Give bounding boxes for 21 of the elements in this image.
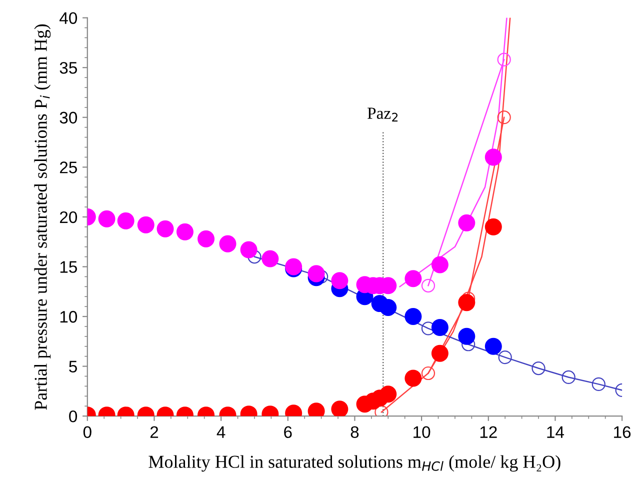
y-tick-label: 10 [60,310,78,323]
x-tick-label: 0 [83,426,92,438]
y-tick-label: 5 [69,360,77,372]
y-tick-label: 0 [69,410,78,422]
x-axis-title: Molality HCl in saturated solutions m$_{HCl}$ (mole/ kg H₂O) [148,455,560,472]
x-tick-label: 2 [150,426,158,438]
y-tick-label: 20 [60,211,78,224]
y-tick-label: 35 [60,62,77,74]
x-tick-label: 10 [414,426,430,438]
y-tick-label: 30 [60,112,78,124]
x-tick-label: 8 [350,426,359,438]
x-tick-label: 6 [284,426,292,438]
x-tick-label: 16 [614,426,631,438]
y-tick-label: 25 [60,162,77,174]
y-axis-title: Partial pressure under saturated solutions P$_{i}$ (mm Hg) [34,24,51,410]
y-tick-label: 15 [60,261,77,273]
ref-line-label: Paz$_{2}$ [368,108,398,122]
x-tick-label: 12 [480,426,497,438]
x-tick-label: 4 [216,426,226,438]
x-tick-label: 14 [547,426,564,438]
y-tick-label: 40 [60,12,78,24]
